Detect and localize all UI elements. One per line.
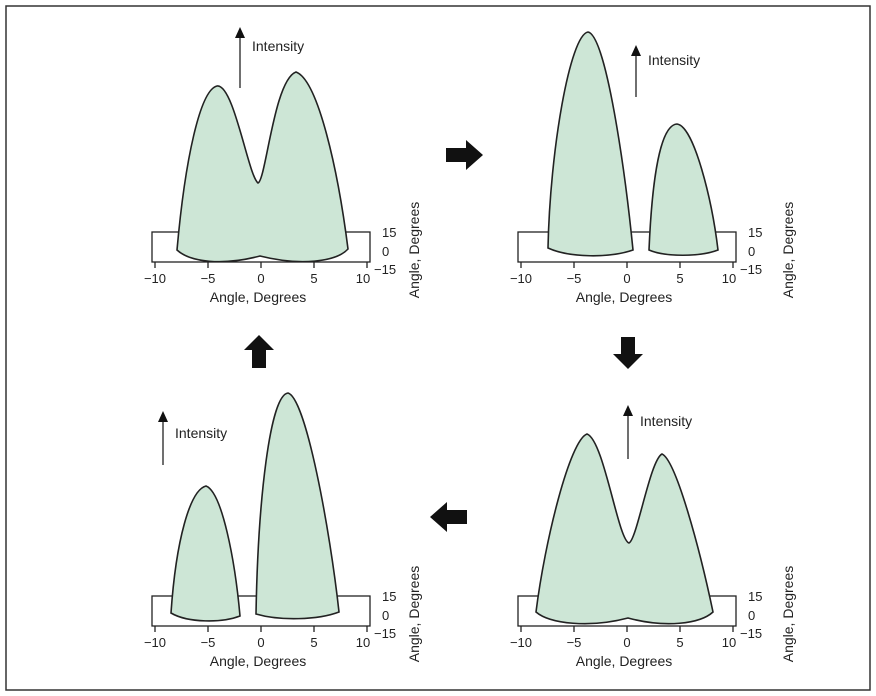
x-tick-label: −10 — [144, 271, 166, 286]
y-tick-label: 15 — [748, 225, 762, 240]
panel-top-right: Intensity −10 −5 0 5 10 Angle, Degrees 1… — [510, 31, 796, 305]
y-tick-label: 15 — [382, 225, 396, 240]
y-axis-label: Angle, Degrees — [780, 202, 796, 299]
x-tick-label: −10 — [510, 635, 532, 650]
panel-top-left: Intensity −10 −5 0 5 10 Angle, Degrees 1… — [144, 27, 422, 305]
x-tick-label: 10 — [356, 635, 370, 650]
x-axis: −10 −5 0 5 10 Angle, Degrees — [144, 626, 370, 669]
x-tick-label: 0 — [257, 271, 264, 286]
x-axis: −10 −5 0 5 10 Angle, Degrees — [510, 262, 736, 305]
x-tick-label: 10 — [722, 635, 736, 650]
intensity-lobes — [176, 71, 349, 263]
y-axis-label: Angle, Degrees — [406, 202, 422, 299]
y-axis: 15 0 −15 Angle, Degrees — [740, 566, 796, 663]
x-axis-label: Angle, Degrees — [210, 289, 307, 305]
y-tick-label: −15 — [374, 262, 396, 277]
x-tick-label: −5 — [567, 271, 582, 286]
intensity-axis-arrowhead — [158, 411, 168, 422]
x-tick-label: −10 — [144, 635, 166, 650]
intensity-label: Intensity — [640, 413, 692, 429]
x-axis-label: Angle, Degrees — [576, 653, 673, 669]
intensity-lobe-left — [547, 31, 634, 257]
y-axis: 15 0 −15 Angle, Degrees — [740, 202, 796, 299]
x-tick-label: 5 — [676, 635, 683, 650]
intensity-axis-arrowhead — [631, 45, 641, 56]
y-axis: 15 0 −15 Angle, Degrees — [374, 566, 422, 663]
intensity-lobe-right — [255, 392, 340, 620]
flow-arrow-right-icon — [446, 140, 483, 170]
x-tick-label: −5 — [201, 635, 216, 650]
y-tick-label: −15 — [740, 262, 762, 277]
intensity-label: Intensity — [648, 52, 700, 68]
x-axis: −10 −5 0 5 10 Angle, Degrees — [144, 262, 370, 305]
y-tick-label: −15 — [740, 626, 762, 641]
x-tick-label: 5 — [310, 271, 317, 286]
x-axis-label: Angle, Degrees — [210, 653, 307, 669]
y-tick-label: 15 — [748, 589, 762, 604]
x-tick-label: 0 — [257, 635, 264, 650]
flow-arrow-down-icon — [613, 337, 643, 369]
intensity-label: Intensity — [175, 425, 227, 441]
y-tick-label: 0 — [382, 608, 389, 623]
x-tick-label: −5 — [201, 271, 216, 286]
y-tick-label: 0 — [382, 244, 389, 259]
x-tick-label: 10 — [722, 271, 736, 286]
y-axis-label: Angle, Degrees — [780, 566, 796, 663]
intensity-lobes — [535, 433, 714, 625]
intensity-lobe-left — [170, 485, 241, 622]
x-axis: −10 −5 0 5 10 Angle, Degrees — [510, 626, 736, 669]
intensity-label: Intensity — [252, 38, 304, 54]
x-tick-label: 0 — [623, 635, 630, 650]
x-tick-label: −10 — [510, 271, 532, 286]
panel-bottom-right: Intensity −10 −5 0 5 10 Angle, Degrees 1… — [510, 405, 796, 669]
y-tick-label: 0 — [748, 608, 755, 623]
x-tick-label: 0 — [623, 271, 630, 286]
y-tick-label: 0 — [748, 244, 755, 259]
intensity-axis-arrowhead — [623, 405, 633, 416]
flow-arrow-left-icon — [430, 502, 467, 532]
flow-arrow-up-icon — [244, 335, 274, 368]
x-tick-label: 5 — [676, 271, 683, 286]
intensity-lobe-right — [648, 123, 719, 256]
y-tick-label: −15 — [374, 626, 396, 641]
x-tick-label: −5 — [567, 635, 582, 650]
intensity-axis-arrowhead — [235, 27, 245, 38]
x-tick-label: 10 — [356, 271, 370, 286]
y-axis-label: Angle, Degrees — [406, 566, 422, 663]
y-axis: 15 0 −15 Angle, Degrees — [374, 202, 422, 299]
y-tick-label: 15 — [382, 589, 396, 604]
panel-bottom-left: Intensity −10 −5 0 5 10 Angle, Degrees 1… — [144, 392, 422, 669]
figure-frame — [5, 5, 871, 691]
x-tick-label: 5 — [310, 635, 317, 650]
x-axis-label: Angle, Degrees — [576, 289, 673, 305]
